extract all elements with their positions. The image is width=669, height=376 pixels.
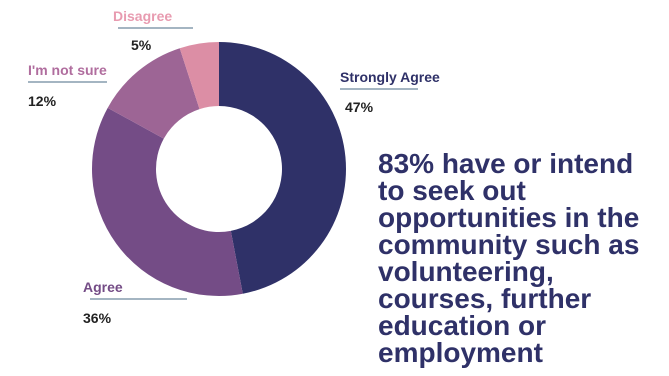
headline-line: courses, further (378, 283, 592, 314)
value-disagree: 5% (131, 37, 152, 53)
label-disagree: Disagree (113, 8, 172, 24)
headline-line: volunteering, (378, 256, 554, 287)
value-i-m-not-sure: 12% (28, 93, 57, 109)
headline-line: community such as (378, 229, 640, 260)
slice-strongly-agree (219, 42, 346, 294)
value-strongly-agree: 47% (345, 99, 374, 115)
headline-line: employment (378, 337, 543, 368)
slice-i-m-not-sure (107, 48, 200, 139)
label-i-m-not-sure: I'm not sure (28, 62, 107, 78)
headline-line: opportunities in the (378, 202, 640, 233)
donut-labels: Strongly Agree 47% Agree 36% I'm not sure 12%… (28, 8, 440, 326)
headline-line: to seek out (378, 175, 526, 206)
label-strongly-agree: Strongly Agree (340, 69, 440, 85)
headline-line: 83% have or intend (378, 148, 634, 179)
value-agree: 36% (83, 310, 112, 326)
slice-agree (91, 107, 243, 296)
donut-slices (91, 42, 346, 296)
headline: 83% have or intend to seek out opportuni… (378, 148, 668, 368)
slice-disagree (179, 42, 219, 110)
label-agree: Agree (83, 279, 123, 295)
headline-line: education or (378, 310, 547, 341)
